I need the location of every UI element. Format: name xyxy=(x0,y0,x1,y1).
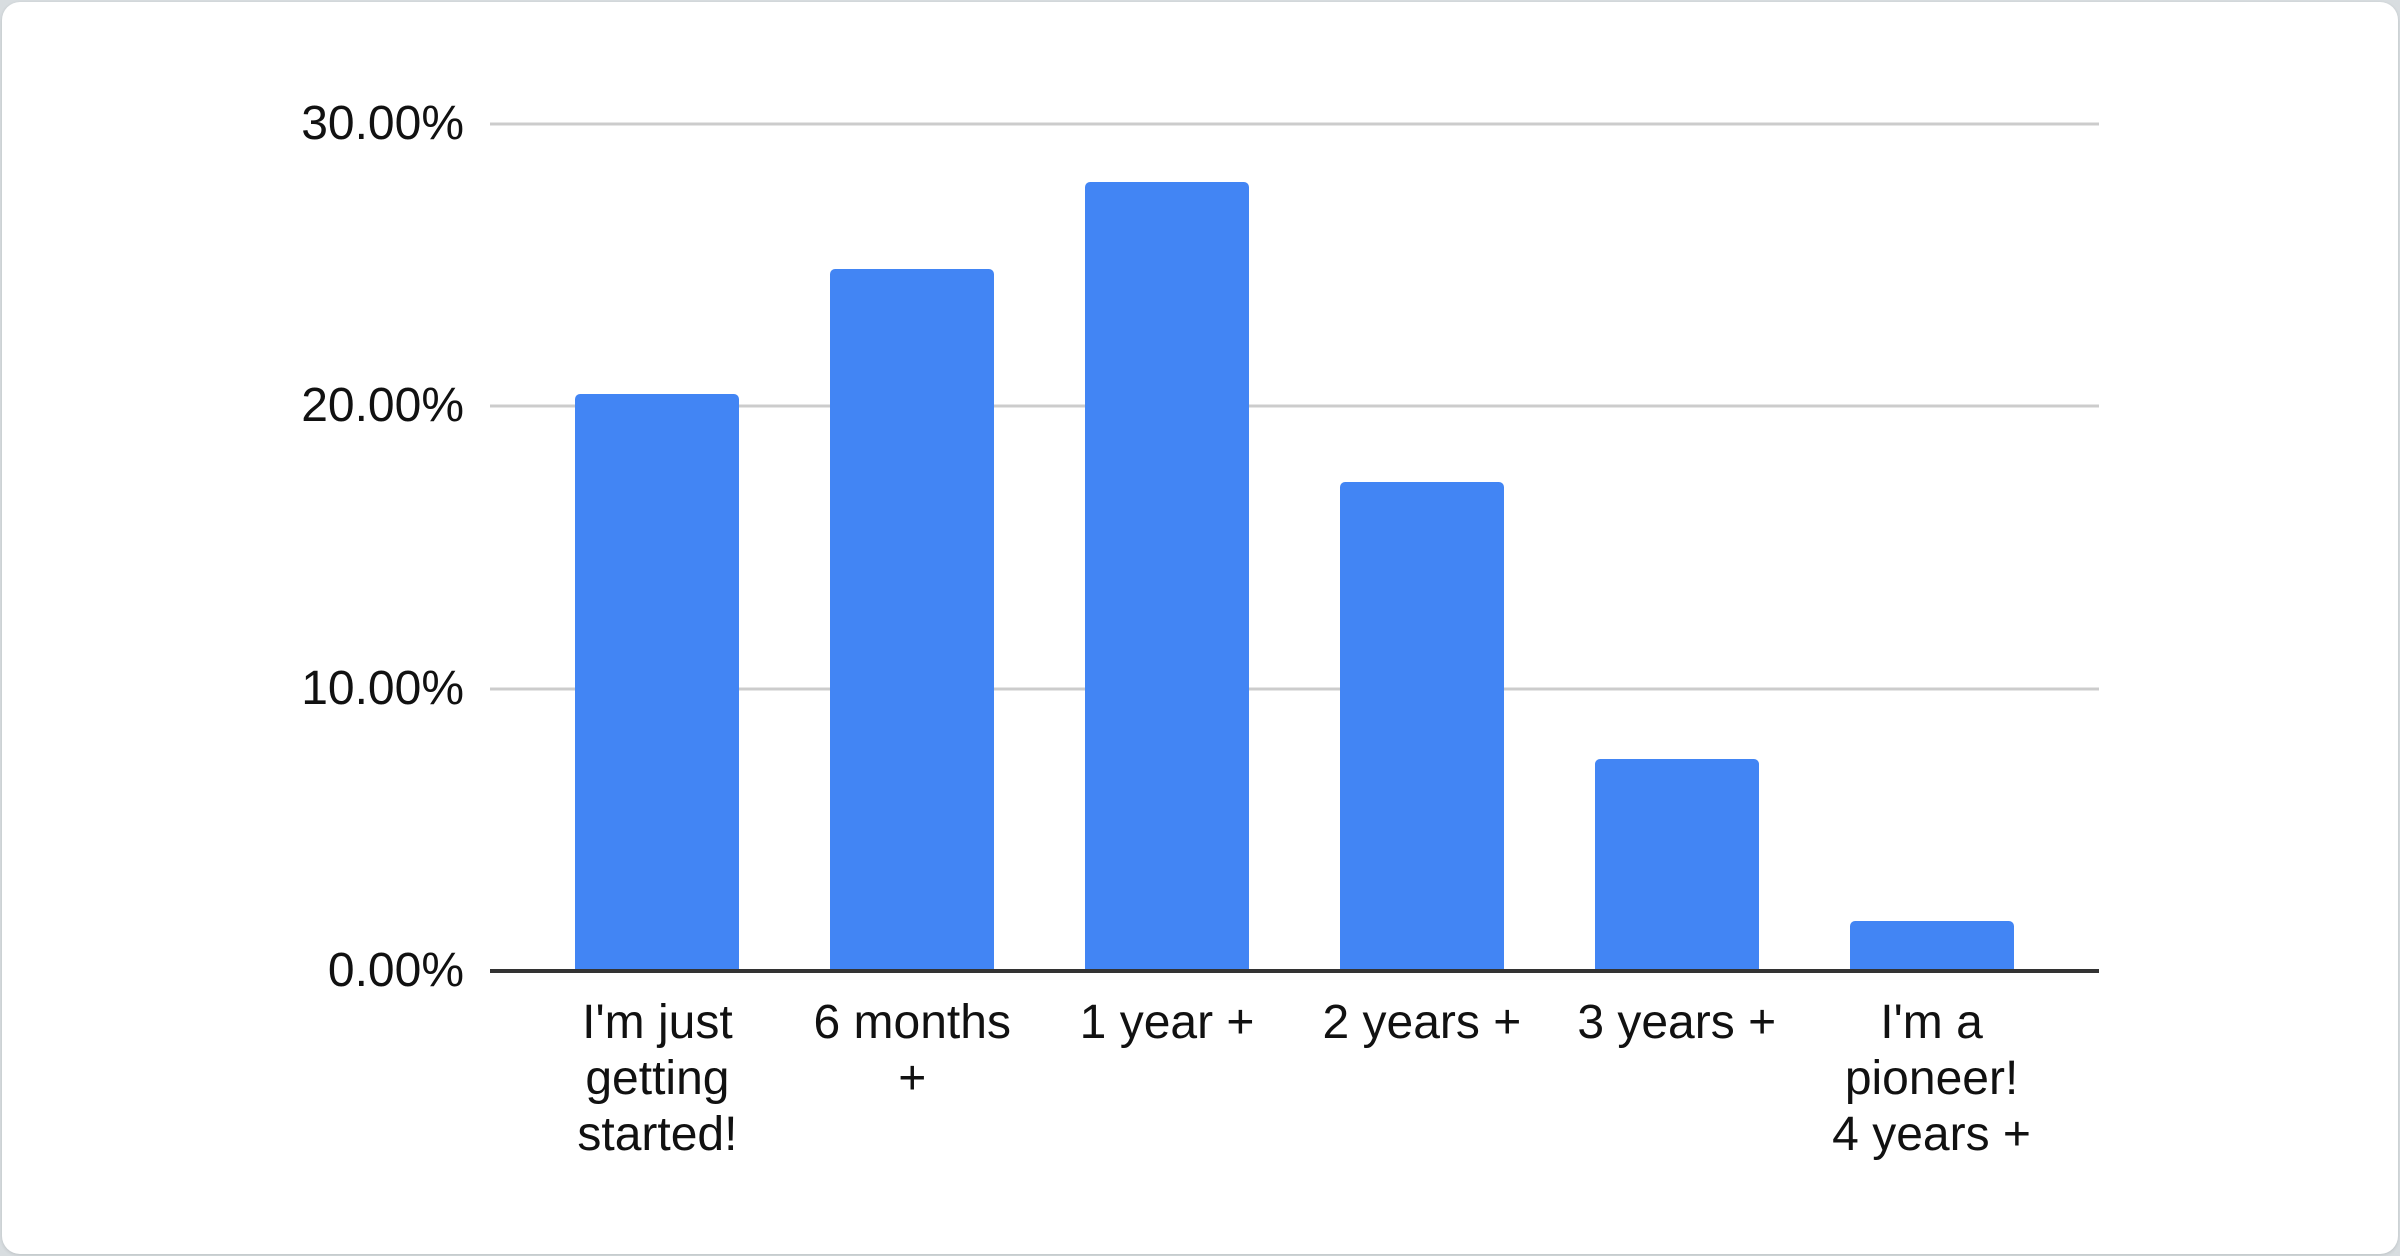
bars-layer xyxy=(490,124,2099,971)
x-axis-category-label: 3 years + xyxy=(1577,996,1777,1049)
x-axis-baseline xyxy=(490,969,2099,973)
bar-4[interactable] xyxy=(1339,482,1504,971)
y-axis-tick-label: 30.00% xyxy=(301,97,464,150)
y-axis: 30.00% 20.00% 10.00% 0.00% xyxy=(2,97,464,997)
gridline xyxy=(490,122,2099,126)
bar-5[interactable] xyxy=(1594,758,1759,971)
bar-cell xyxy=(785,124,1040,971)
plot-area xyxy=(490,122,2099,973)
bar-1[interactable] xyxy=(575,393,740,971)
bar-3[interactable] xyxy=(1085,181,1250,971)
x-axis-category-label: I'm just getting started! xyxy=(577,996,738,1161)
bar-cell xyxy=(1549,124,1804,971)
y-axis-tick-label: 10.00% xyxy=(301,661,464,715)
bar-cell xyxy=(1040,124,1295,971)
bar-6[interactable] xyxy=(1849,921,2014,971)
bar-2[interactable] xyxy=(830,268,995,971)
x-axis-category-label: 6 months + xyxy=(813,996,1011,1105)
x-axis: I'm just getting started! 6 months + 1 year +… xyxy=(490,995,2099,1163)
bar-cell xyxy=(1294,124,1549,971)
x-axis-category-label: 1 year + xyxy=(1079,996,1255,1049)
y-axis-tick-label: 20.00% xyxy=(301,379,464,433)
x-axis-category-label: 2 years + xyxy=(1322,996,1522,1049)
y-axis-tick-label: 0.00% xyxy=(327,944,464,997)
gridline xyxy=(490,687,2099,691)
gridline xyxy=(490,404,2099,408)
x-axis-category-label: I'm a pioneer! 4 years + xyxy=(1832,996,2031,1161)
bar-cell xyxy=(1804,124,2059,971)
bar-cell xyxy=(530,124,785,971)
